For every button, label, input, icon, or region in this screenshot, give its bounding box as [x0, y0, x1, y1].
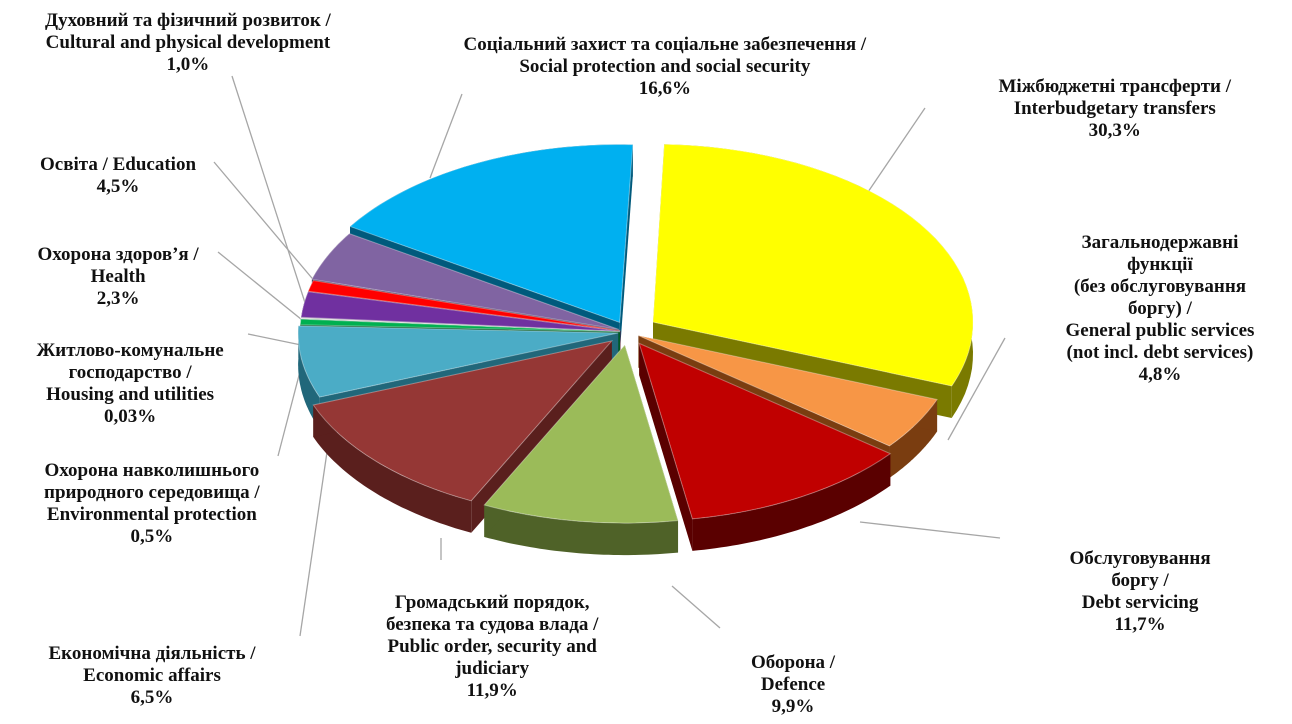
slice-label-economic: Економічна діяльність / Economic affairs 6…	[49, 643, 256, 709]
slice-value-label: 2,3%	[96, 288, 140, 309]
slice-label-education: Освіта / Education 4,5%	[40, 154, 196, 198]
slice-label-defence: Оборона / Defence 9,9%	[751, 652, 835, 718]
slice-value-label: 4,8%	[1138, 364, 1182, 385]
slice-label-line: Громадський порядок,	[394, 592, 590, 613]
pie-slice-side-order	[313, 405, 472, 533]
slice-value-label: 6,5%	[130, 687, 174, 708]
slice-label-line: Економічна діяльність /	[48, 643, 256, 664]
slice-label-line: Public order, security and	[387, 636, 597, 657]
slice-value-label: 11,9%	[466, 680, 518, 701]
slice-label-line: Cultural and physical development	[45, 32, 331, 53]
pie-slice-top-economic	[297, 325, 619, 398]
leader-line-defence	[671, 585, 721, 629]
slice-label-line: боргу /	[1111, 570, 1169, 591]
slice-value-label: 0,5%	[130, 526, 174, 547]
slice-value-label: 16,6%	[638, 78, 691, 99]
pie-slice-side-debt	[692, 453, 891, 551]
pie-slice-defence	[483, 344, 679, 556]
pie-slice-top-debt	[638, 342, 892, 520]
pie-slice-top-social	[349, 143, 634, 324]
slice-label-line: Housing and utilities	[46, 384, 215, 405]
slice-label-line: Міжбюджетні трансферти /	[998, 76, 1232, 97]
slice-label-line: Житлово-комунальне	[36, 340, 224, 361]
pie-slice-debt	[638, 342, 892, 551]
slice-label-debt: Обслуговування боргу / Debt servicing 11,7%	[1070, 548, 1211, 636]
pie-slice-top-health	[300, 291, 621, 332]
pie-slice-wall-social-1	[619, 144, 633, 355]
leader-line-health	[217, 251, 313, 329]
slice-label-health: Охорона здоров’я / Health 2,3%	[38, 244, 199, 310]
pie-slice-top-environment	[299, 318, 621, 333]
pie-slice-side-economic	[298, 325, 320, 430]
slice-label-line: General public services	[1065, 320, 1255, 341]
slice-label-line: Environmental protection	[46, 504, 257, 525]
pie-slice-top-general	[638, 335, 938, 447]
slice-label-line: функції	[1127, 254, 1193, 275]
leader-line-culture	[231, 75, 309, 313]
slice-label-social: Соціальний захист та соціальне забезпече…	[464, 34, 867, 100]
slice-label-general: Загальнодержавні функції (без обслуговуван…	[1066, 232, 1255, 386]
slice-label-line: Debt servicing	[1081, 592, 1199, 613]
leader-line-housing	[247, 333, 307, 347]
slice-label-transfers: Міжбюджетні трансферти / Interbudgetary t…	[999, 76, 1232, 142]
slice-value-label: 4,5%	[96, 176, 140, 197]
slice-label-culture: Духовний та фізичний розвиток / Cultural …	[45, 10, 331, 76]
pie-slice-top-housing	[300, 317, 621, 333]
slice-value-label: 0,03%	[103, 406, 157, 427]
slice-value-label: 11,7%	[1114, 614, 1166, 635]
pie-slice-top-transfers	[652, 143, 974, 387]
slice-value-label: 30,3%	[1088, 120, 1141, 141]
slice-label-housing: Житлово-комунальне господарство / Housing …	[37, 340, 224, 428]
slice-label-line: Обслуговування	[1069, 548, 1211, 569]
slice-label-environment: Охорона навколишнього природного середови…	[44, 460, 260, 548]
slice-label-line: Оборона /	[751, 652, 836, 673]
pie-slice-top-defence	[483, 344, 679, 524]
pie-slice-top-order	[312, 340, 614, 502]
slice-label-line: природного середовища /	[44, 482, 260, 503]
leader-line-social	[429, 93, 463, 179]
slice-label-line: Духовний та фізичний розвиток /	[45, 10, 331, 31]
slice-label-order: Громадський порядок, безпека та судова вл…	[386, 592, 598, 702]
pie-slice-side-defence	[484, 505, 678, 556]
slice-value-label: 1,0%	[166, 54, 210, 75]
pie-slice-top-culture	[307, 279, 621, 332]
leader-lines	[213, 75, 1006, 637]
slice-label-line: боргу) /	[1128, 298, 1192, 319]
slice-label-line: безпека та судова влада /	[386, 614, 599, 635]
slice-label-line: Освіта / Education	[40, 154, 197, 175]
pie-slice-top-education	[311, 233, 620, 331]
slice-value-label: 9,9%	[771, 696, 815, 717]
slice-label-line: Health	[90, 266, 146, 287]
leader-line-economic	[299, 451, 328, 637]
slice-label-line: Соціальний захист та соціальне забезпече…	[463, 34, 867, 55]
slice-label-line: Defence	[760, 674, 826, 695]
leader-line-transfers	[867, 107, 926, 193]
leader-line-general	[947, 337, 1006, 441]
leader-line-debt	[859, 521, 1001, 539]
leader-line-education	[213, 161, 323, 291]
slice-label-line: (not incl. debt services)	[1066, 342, 1254, 363]
slice-label-line: Economic affairs	[83, 665, 221, 686]
slice-label-line: господарство /	[68, 362, 192, 383]
slice-label-line: Interbudgetary transfers	[1013, 98, 1216, 119]
slice-label-line: (без обслуговування	[1073, 276, 1247, 297]
slice-label-line: Охорона здоров’я /	[37, 244, 199, 265]
pie-slices	[297, 143, 974, 556]
pie-slice-wall-debt-1	[639, 343, 693, 551]
slice-label-line: Social protection and social security	[519, 56, 811, 77]
slice-label-line: Загальнодержавні	[1081, 232, 1239, 253]
slice-label-line: Охорона навколишнього	[44, 460, 260, 481]
slice-label-line: judiciary	[455, 658, 530, 679]
